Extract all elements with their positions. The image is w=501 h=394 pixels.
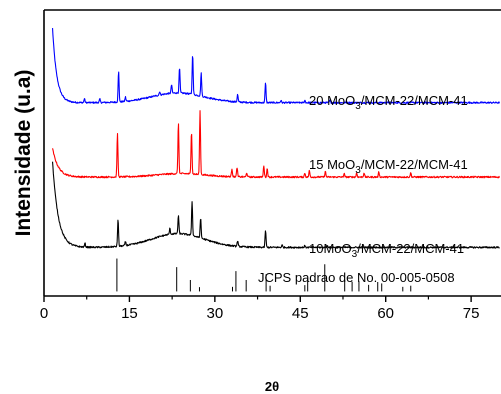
axes [43, 9, 501, 297]
series-line-1 [52, 110, 500, 179]
series-line-0 [51, 28, 500, 104]
x-tick-label: 0 [40, 305, 48, 322]
x-tick-label: 45 [292, 305, 309, 322]
y-axis-title: Intensidade (u.a) [12, 70, 35, 237]
x-tick-label: 15 [121, 305, 138, 322]
series-label-2: 10MoO3/MCM-22/MCM-41 [309, 241, 464, 260]
x-tick-label: 60 [377, 305, 394, 322]
x-tick-label: 30 [207, 305, 224, 322]
series-labels: 20 MoO3/MCM-22/MCM-41 15 MoO3/MCM-22/MCM-… [258, 93, 468, 285]
series-label-1: 15 MoO3/MCM-22/MCM-41 [309, 157, 468, 176]
reference-sticks [116, 258, 412, 292]
x-axis-title: 2θ [265, 379, 279, 394]
x-tick-label: 75 [463, 305, 480, 322]
series-label-0: 20 MoO3/MCM-22/MCM-41 [309, 93, 468, 112]
series-line-2 [51, 161, 500, 249]
reference-label: JCPS padrao de No. 00-005-0508 [258, 270, 455, 285]
series-layer [51, 28, 500, 249]
x-ticks: 0 15 30 45 60 75 [40, 296, 480, 322]
